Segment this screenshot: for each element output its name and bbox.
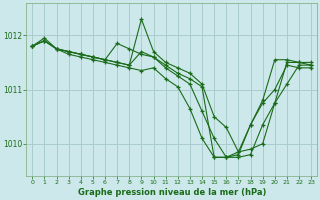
X-axis label: Graphe pression niveau de la mer (hPa): Graphe pression niveau de la mer (hPa) bbox=[77, 188, 266, 197]
